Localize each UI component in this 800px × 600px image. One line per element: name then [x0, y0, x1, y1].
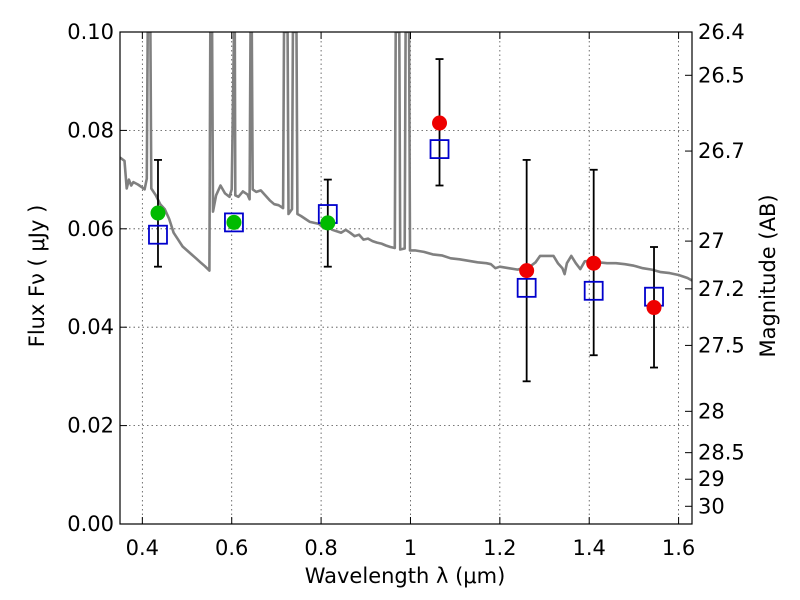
x-tick-label: 1: [404, 536, 417, 560]
model-spectrum-line: [120, 32, 692, 282]
x-tick-label: 0.8: [304, 536, 337, 560]
observed-point-red: [586, 255, 602, 271]
observed-point-green: [226, 214, 242, 230]
observed-point-red: [519, 263, 535, 279]
plot-area: [120, 32, 692, 383]
plot-frame: [119, 31, 693, 525]
y-tick-label: 0.08: [67, 118, 114, 142]
y-tick-label: 0.06: [67, 217, 114, 241]
model-flux-square: [516, 277, 537, 298]
y2-axis-label: Magnitude (AB): [756, 194, 780, 357]
x-tick-label: 1.4: [573, 536, 606, 560]
mag-tick-label: 26.5: [698, 63, 745, 87]
mag-tick-label: 27.5: [698, 333, 745, 357]
mag-tick-label: 29: [698, 467, 725, 491]
model-flux-square: [224, 212, 244, 233]
model-flux-square: [148, 224, 168, 245]
tick-labels: 0.4 0.6 0.8 1 1.2 1.4 1.6 0.00 0.02 0.04 0.06 0.08 0…: [67, 20, 745, 560]
x-tick-label: 0.6: [215, 536, 248, 560]
mag-tick-label: 27.2: [698, 277, 745, 301]
y-tick-label: 0.00: [67, 512, 114, 536]
mag-tick-label: 30: [698, 494, 725, 518]
x-axis-label: Wavelength λ (μm): [305, 564, 506, 588]
x-tick-label: 1.6: [662, 536, 695, 560]
mag-tick-label: 26.7: [698, 139, 745, 163]
mag-tick-label: 28: [698, 399, 725, 423]
mag-tick-label: 26.4: [698, 20, 745, 44]
x-tick-label: 1.2: [483, 536, 516, 560]
y-tick-label: 0.04: [67, 315, 114, 339]
model-flux-square: [429, 139, 450, 159]
mag-tick-label: 27: [698, 229, 725, 253]
ticks: [120, 31, 692, 525]
y-tick-label: 0.02: [67, 414, 114, 438]
x-tick-label: 0.4: [126, 536, 159, 560]
observed-point-red: [432, 115, 448, 131]
mag-tick-label: 28.5: [698, 441, 745, 465]
observed-point-green: [150, 205, 166, 221]
y-tick-label: 0.10: [67, 20, 114, 44]
observed-point-red: [646, 300, 662, 316]
observed-point-green: [320, 215, 336, 231]
model-flux-square: [583, 280, 604, 301]
y-axis-label: Flux Fν ( μJy ): [25, 205, 49, 348]
